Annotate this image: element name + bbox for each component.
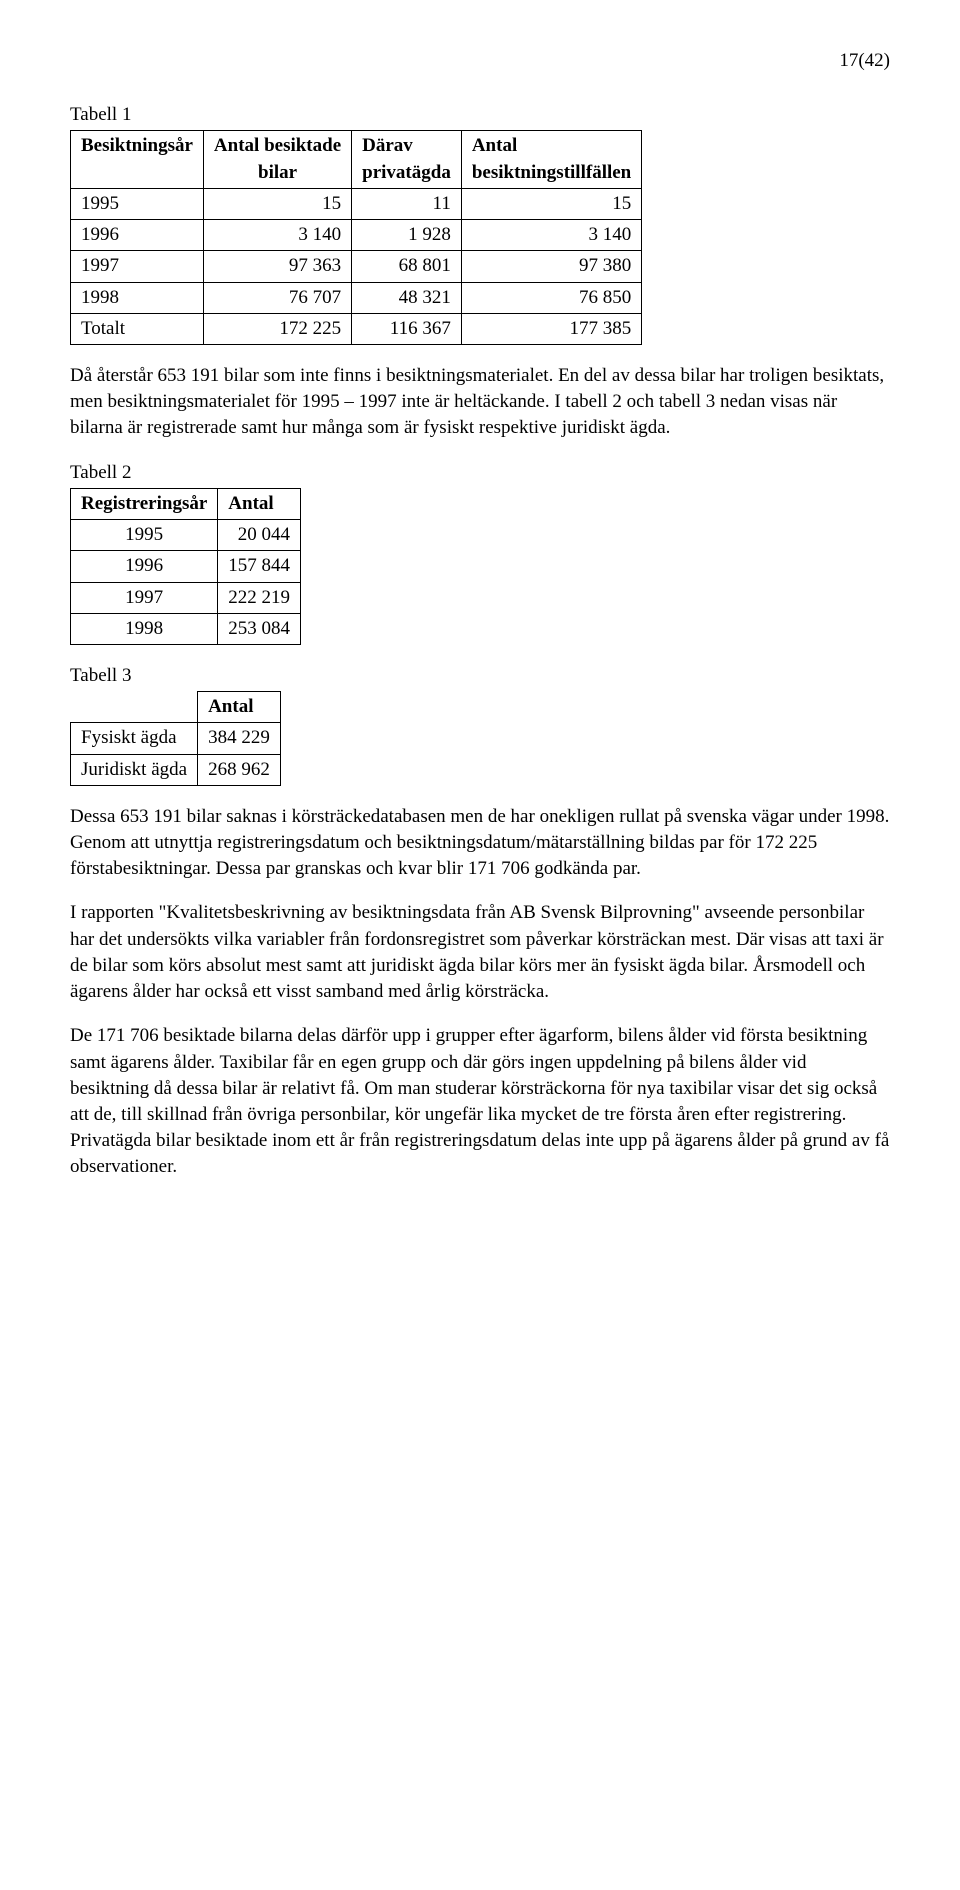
table-row: 1998 253 084 — [71, 613, 301, 644]
table-row: 1996 3 140 1 928 3 140 — [71, 220, 642, 251]
cell: 48 321 — [352, 282, 462, 313]
cell: 76 850 — [461, 282, 641, 313]
cell: 11 — [352, 188, 462, 219]
paragraph-4: De 171 706 besiktade bilarna delas därfö… — [70, 1023, 890, 1180]
cell: 97 363 — [203, 251, 351, 282]
table1-label: Tabell 1 — [70, 102, 890, 128]
document-page: 17(42) Tabell 1 Besiktningsår Antal besi… — [0, 0, 960, 1259]
cell: Juridiskt ägda — [71, 754, 198, 785]
table-row: 1995 20 044 — [71, 520, 301, 551]
table2-h0: Registreringsår — [71, 488, 218, 519]
paragraph-3: I rapporten "Kvalitetsbeskrivning av bes… — [70, 900, 890, 1005]
table-row: Antal — [71, 692, 281, 723]
cell: 253 084 — [218, 613, 301, 644]
table-row: 1998 76 707 48 321 76 850 — [71, 282, 642, 313]
cell: 384 229 — [198, 723, 281, 754]
cell: 1998 — [71, 613, 218, 644]
cell: Fysiskt ägda — [71, 723, 198, 754]
table3-label: Tabell 3 — [70, 663, 890, 689]
table-row: 1997 97 363 68 801 97 380 — [71, 251, 642, 282]
cell: 177 385 — [461, 313, 641, 344]
table3-header: Antal — [198, 692, 281, 723]
table-row: Totalt 172 225 116 367 177 385 — [71, 313, 642, 344]
table1-h1: Antal besiktadebilar — [203, 131, 351, 188]
cell: 76 707 — [203, 282, 351, 313]
cell: 3 140 — [461, 220, 641, 251]
cell: 20 044 — [218, 520, 301, 551]
cell: Totalt — [71, 313, 204, 344]
table1-h3: Antalbesiktningstillfällen — [461, 131, 641, 188]
cell: 116 367 — [352, 313, 462, 344]
table2: Registreringsår Antal 1995 20 044 1996 1… — [70, 488, 301, 645]
cell: 15 — [203, 188, 351, 219]
cell: 15 — [461, 188, 641, 219]
cell: 68 801 — [352, 251, 462, 282]
cell: 1995 — [71, 188, 204, 219]
table1: Besiktningsår Antal besiktadebilar Därav… — [70, 130, 642, 345]
table2-h1: Antal — [218, 488, 301, 519]
cell: 97 380 — [461, 251, 641, 282]
cell: 172 225 — [203, 313, 351, 344]
cell: 3 140 — [203, 220, 351, 251]
cell: 157 844 — [218, 551, 301, 582]
cell: 1 928 — [352, 220, 462, 251]
table3: Antal Fysiskt ägda 384 229 Juridiskt ägd… — [70, 691, 281, 786]
paragraph-1: Då återstår 653 191 bilar som inte finns… — [70, 363, 890, 442]
table1-h0: Besiktningsår — [71, 131, 204, 188]
paragraph-2: Dessa 653 191 bilar saknas i körsträcked… — [70, 804, 890, 883]
table-row: 1996 157 844 — [71, 551, 301, 582]
table-row: Fysiskt ägda 384 229 — [71, 723, 281, 754]
cell: 1997 — [71, 582, 218, 613]
page-number: 17(42) — [70, 48, 890, 74]
table-row: 1997 222 219 — [71, 582, 301, 613]
table-row: Juridiskt ägda 268 962 — [71, 754, 281, 785]
empty-cell — [71, 692, 198, 723]
table2-label: Tabell 2 — [70, 460, 890, 486]
cell: 1995 — [71, 520, 218, 551]
cell: 1996 — [71, 551, 218, 582]
table1-h2: Däravprivatägda — [352, 131, 462, 188]
cell: 222 219 — [218, 582, 301, 613]
cell: 268 962 — [198, 754, 281, 785]
cell: 1997 — [71, 251, 204, 282]
cell: 1998 — [71, 282, 204, 313]
cell: 1996 — [71, 220, 204, 251]
table-row: 1995 15 11 15 — [71, 188, 642, 219]
